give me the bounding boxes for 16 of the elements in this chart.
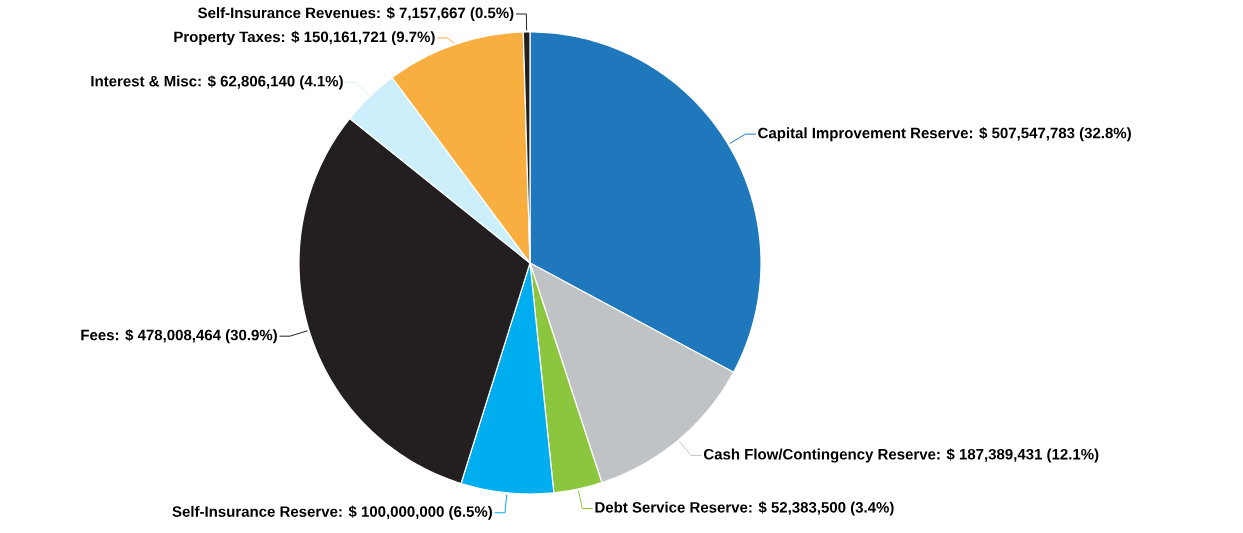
data-label: : $ 7,157,667 (0.5%) bbox=[377, 6, 514, 22]
data-label: : $ 507,547,783 (32.8%) bbox=[969, 127, 1131, 142]
data-label: : $ 187,389,431 (12.1%) bbox=[937, 448, 1099, 463]
slice-label: Property Taxes bbox=[174, 31, 280, 46]
slice-label: Fees bbox=[81, 329, 114, 341]
slice-label: Debt Service Reserve bbox=[595, 501, 748, 513]
data-label: : $ 100,000,000 (6.5%) bbox=[339, 505, 492, 520]
slice-label: Self-Insurance Reserve bbox=[172, 505, 338, 517]
data-label: : $ 62,806,140 (4.1%) bbox=[198, 75, 343, 90]
data-label: : $ 478,008,464 (30.9%) bbox=[115, 329, 277, 344]
slice-label: Self-Insurance Revenues bbox=[198, 7, 376, 19]
data-label: : $ 52,383,500 (3.4%) bbox=[749, 501, 894, 516]
slice-label: Cash Flow/Contingency Reserve bbox=[703, 448, 936, 463]
data-label: : $ 150,161,721 (9.7%) bbox=[282, 30, 435, 46]
slice-label: Capital Improvement Reserve bbox=[758, 127, 968, 142]
slice-label: Interest & Misc bbox=[91, 75, 197, 87]
